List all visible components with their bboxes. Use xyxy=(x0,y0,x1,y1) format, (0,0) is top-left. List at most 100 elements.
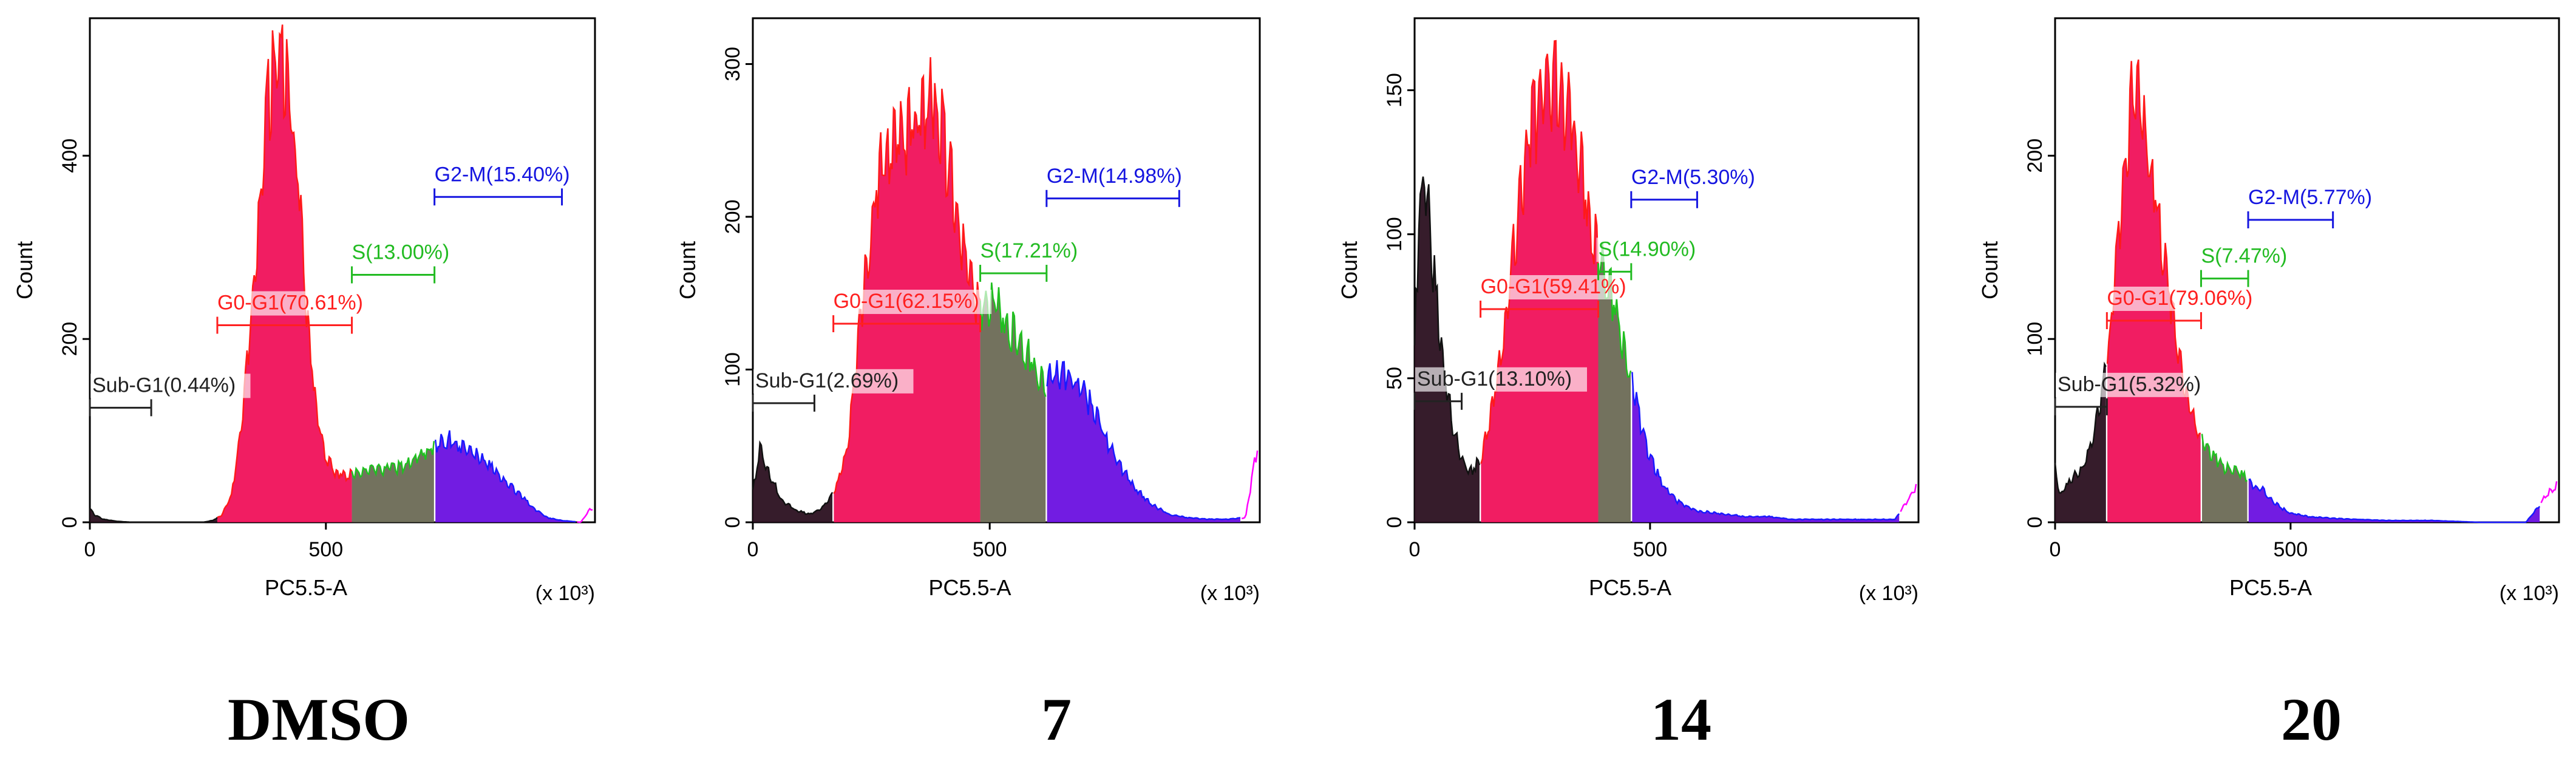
g2m-region xyxy=(1632,372,1900,522)
gate-label-s: S(14.90%) xyxy=(1599,237,1696,261)
gate-label-s: S(17.21%) xyxy=(980,239,1078,262)
gate-label-sub-g1: Sub-G1(2.69%) xyxy=(755,369,899,392)
gate-label-sub-g1: Sub-G1(13.10%) xyxy=(1417,367,1572,391)
gate-label-bg xyxy=(2105,287,2265,311)
gate-label-g0-g1: G0-G1(59.41%) xyxy=(1481,275,1626,298)
tail-outline xyxy=(1242,450,1259,519)
y-tick-label: 100 xyxy=(1383,217,1406,251)
gate-label-g2-m: G2-M(15.40%) xyxy=(435,163,570,186)
g2m-outline xyxy=(2248,478,2541,524)
gate-label-bg xyxy=(1596,237,1710,262)
y-tick-label: 0 xyxy=(58,517,81,528)
plot-frame xyxy=(89,17,596,524)
x-tick-label: 500 xyxy=(2273,538,2308,561)
gate-label-bg xyxy=(753,369,914,394)
x-axis-title: PC5.5-A xyxy=(2229,575,2312,600)
y-axis-title: Count xyxy=(1337,241,1362,299)
tail-outline xyxy=(1900,483,1917,513)
subg1-outline xyxy=(89,508,218,524)
gate-label-g0-g1: G0-G1(62.15%) xyxy=(834,290,979,313)
gate-label-bg xyxy=(432,163,581,188)
y-tick-label: 200 xyxy=(58,322,81,356)
x-multiplier: (x 10³) xyxy=(1200,582,1260,605)
g2m-outline xyxy=(434,430,576,523)
gate-label-bg xyxy=(1629,165,1766,190)
y-tick-label: 200 xyxy=(721,200,744,234)
x-axis-title: PC5.5-A xyxy=(1589,575,1671,600)
gate-label-bg xyxy=(2246,186,2383,210)
y-tick-label: 300 xyxy=(721,47,744,81)
x-tick-label: 0 xyxy=(747,538,759,561)
histogram-panel-1: 0 200 400 0 500 Count PC5.5-A (x 10³) Sub-G1(0.4… xyxy=(12,17,596,605)
x-axis-title: PC5.5-A xyxy=(265,575,347,600)
y-tick-label: 0 xyxy=(1383,517,1406,528)
x-tick-label: 0 xyxy=(1409,538,1421,561)
y-tick-label: 100 xyxy=(2024,322,2047,356)
x-axis-title: PC5.5-A xyxy=(928,575,1011,600)
panel-caption-14: 14 xyxy=(1651,686,1711,753)
gate-label-s: S(13.00%) xyxy=(352,241,450,264)
panel-caption-dmso: DMSO xyxy=(228,686,410,753)
tail-outline xyxy=(2540,481,2558,503)
gate-label-bg xyxy=(1478,275,1639,300)
gate-label-bg xyxy=(90,373,251,398)
s-region xyxy=(980,282,1046,522)
g2m-outline xyxy=(1631,372,1900,521)
y-tick-label: 0 xyxy=(2024,517,2047,528)
y-tick-label: 0 xyxy=(721,517,744,528)
gate-label-bg xyxy=(1415,367,1587,392)
s-region xyxy=(2202,434,2248,522)
panel-caption-20: 20 xyxy=(2281,686,2342,753)
gate-label-g2-m: G2-M(5.30%) xyxy=(1631,166,1755,189)
y-tick-label: 400 xyxy=(58,138,81,173)
g2m-region xyxy=(435,430,576,522)
gate-label-g0-g1: G0-G1(79.06%) xyxy=(2107,287,2252,310)
gate-label-bg xyxy=(2056,372,2216,397)
gate-label-bg xyxy=(2199,244,2300,269)
histogram-panel-3: 0 50 100 150 0 500 Count PC5.5-A (x 10³) Sub-G1(1… xyxy=(1337,17,1920,605)
gate-label-bg xyxy=(215,291,376,316)
x-tick-label: 500 xyxy=(1633,538,1667,561)
x-tick-label: 500 xyxy=(308,538,343,561)
g2m-outline xyxy=(1046,360,1241,520)
s-region xyxy=(352,441,434,522)
g2m-region xyxy=(2248,479,2540,522)
histogram-panel-4: 0 100 200 0 500 Count PC5.5-A (x 10³) Sub-G1(5.3… xyxy=(1977,17,2560,605)
x-tick-label: 0 xyxy=(84,538,96,561)
x-tick-label: 500 xyxy=(973,538,1007,561)
x-multiplier: (x 10³) xyxy=(535,582,595,605)
g0g1-outline xyxy=(833,57,981,494)
g0g1-region xyxy=(217,24,352,522)
subg1-region xyxy=(753,443,833,522)
s-outline xyxy=(351,441,435,480)
s-outline xyxy=(2201,434,2248,482)
y-tick-label: 150 xyxy=(1383,73,1406,107)
subg1-outline xyxy=(752,440,834,515)
y-tick-label: 50 xyxy=(1383,367,1406,390)
s-region xyxy=(1598,243,1631,522)
g2m-region xyxy=(1047,360,1241,522)
gate-label-bg xyxy=(831,290,992,315)
gate-label-g2-m: G2-M(5.77%) xyxy=(2248,186,2372,209)
x-tick-label: 0 xyxy=(2050,538,2061,561)
y-tick-label: 200 xyxy=(2024,138,2047,173)
x-multiplier: (x 10³) xyxy=(1859,582,1918,605)
panel-caption-7: 7 xyxy=(1041,686,1072,753)
y-axis-title: Count xyxy=(12,241,37,299)
gate-label-g2-m: G2-M(14.98%) xyxy=(1047,165,1182,188)
tail-outline xyxy=(577,507,593,524)
y-axis-title: Count xyxy=(675,241,700,299)
subg1-region xyxy=(2055,364,2106,522)
y-axis-title: Count xyxy=(1977,241,2002,299)
gate-label-sub-g1: Sub-G1(5.32%) xyxy=(2058,373,2201,396)
subg1-region xyxy=(90,508,217,522)
gate-label-bg xyxy=(1044,164,1193,189)
g0g1-outline xyxy=(217,24,353,519)
gate-label-sub-g1: Sub-G1(0.44%) xyxy=(92,373,236,397)
y-tick-label: 100 xyxy=(721,352,744,387)
gate-label-s: S(7.47%) xyxy=(2201,245,2287,268)
histogram-panel-2: 0 100 200 300 0 500 Count PC5.5-A (x 10³) Sub-G1(… xyxy=(675,17,1261,605)
gate-label-bg xyxy=(350,240,463,265)
gate-label-g0-g1: G0-G1(70.61%) xyxy=(217,292,363,315)
